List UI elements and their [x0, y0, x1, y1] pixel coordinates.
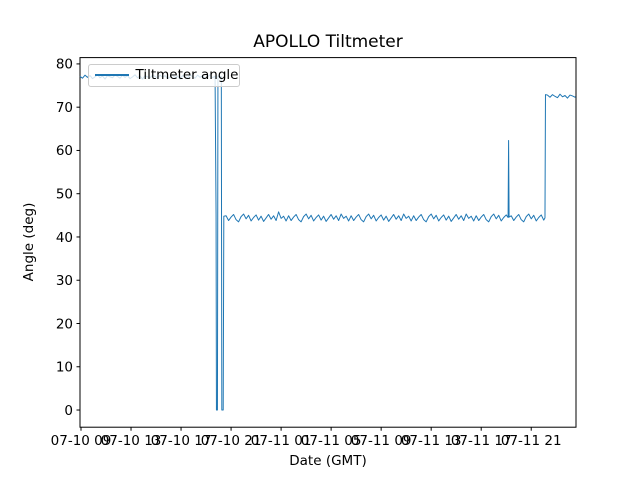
chart-title: APOLLO Tiltmeter: [253, 32, 403, 52]
x-tick-label: 07-11 13: [401, 433, 462, 449]
y-tick-label: 50: [56, 187, 73, 203]
y-tick-label: 80: [56, 57, 73, 73]
legend-label: Tiltmeter angle: [135, 67, 239, 83]
x-tick-label: 07-11 17: [451, 433, 512, 449]
x-tick-label: 07-10 21: [201, 433, 262, 449]
plot-border: [79, 57, 577, 428]
tiltmeter-angle-line: [79, 74, 576, 411]
y-tick-label: 0: [64, 403, 73, 419]
x-tick-label: 07-11 21: [501, 433, 562, 449]
x-tick-label: 07-10 13: [101, 433, 162, 449]
x-tick-label: 07-11 05: [301, 433, 362, 449]
legend: Tiltmeter angle: [87, 63, 240, 87]
x-tick-label: 07-10 09: [51, 433, 112, 449]
y-tick-label: 60: [56, 143, 73, 159]
x-tick-label: 07-10 17: [151, 433, 212, 449]
x-tick-label: 07-11 01: [251, 433, 312, 449]
y-tick-label: 40: [56, 230, 73, 246]
y-tick-label: 70: [56, 100, 73, 116]
x-tick-label: 07-11 09: [351, 433, 412, 449]
x-axis-label: Date (GMT): [289, 453, 367, 469]
y-tick-label: 20: [56, 316, 73, 332]
legend-line-sample-icon: [94, 74, 129, 76]
y-tick-label: 10: [56, 360, 73, 376]
y-tick-label: 30: [56, 273, 73, 289]
